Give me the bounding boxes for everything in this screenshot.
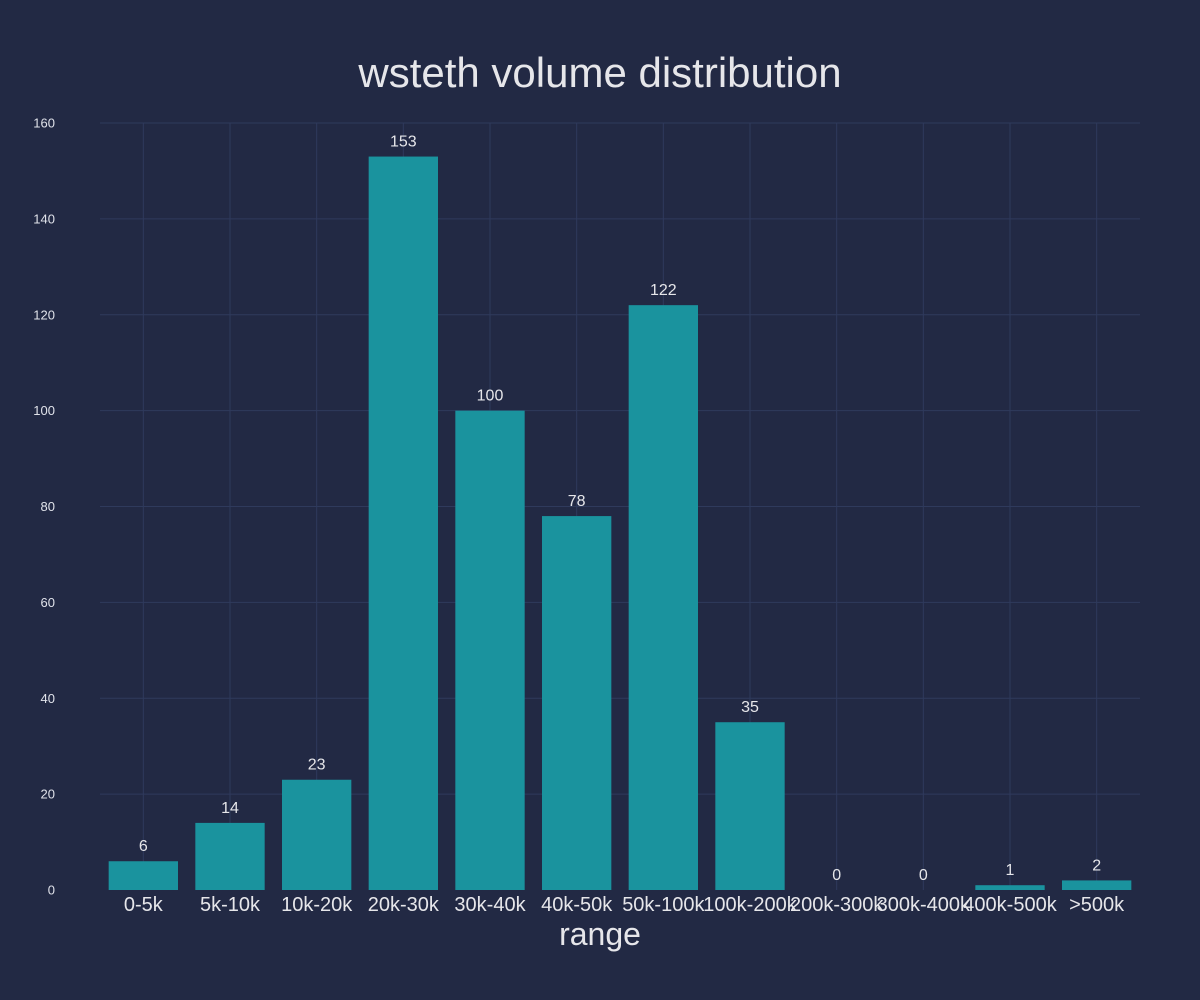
bar-value-label: 0 <box>832 867 841 884</box>
bar[interactable] <box>715 722 785 890</box>
bar[interactable] <box>975 885 1045 890</box>
x-tick-label: 100k-200k <box>703 894 797 916</box>
y-tick-label: 160 <box>33 116 55 131</box>
y-axis-ticks: 0 20 40 60 80 100 120 140 160 <box>33 116 55 898</box>
chart-title: wsteth volume distribution <box>357 49 841 96</box>
bar-value-label: 35 <box>741 699 759 716</box>
bar-value-label: 0 <box>919 867 928 884</box>
bar[interactable] <box>368 156 438 890</box>
x-tick-label: 200k-300k <box>790 894 884 916</box>
x-tick-label: 30k-40k <box>454 894 526 916</box>
x-tick-label: 300k-400k <box>877 894 971 916</box>
bar[interactable] <box>195 822 265 890</box>
y-tick-label: 60 <box>41 595 55 610</box>
y-tick-label: 140 <box>33 211 55 226</box>
x-axis-ticks: 0-5k 5k-10k 10k-20k 20k-30k 30k-40k 40k-50k 50… <box>124 894 1125 916</box>
bar[interactable] <box>628 305 698 891</box>
x-tick-label: 40k-50k <box>541 894 613 916</box>
y-tick-label: 20 <box>41 787 55 802</box>
bar-value-label: 6 <box>139 838 148 855</box>
x-tick-label: 400k-500k <box>963 894 1057 916</box>
x-tick-label: 50k-100k <box>622 894 705 916</box>
y-tick-label: 120 <box>33 307 55 322</box>
y-tick-label: 100 <box>33 403 55 418</box>
bar[interactable] <box>282 779 352 890</box>
x-tick-label: 20k-30k <box>368 894 440 916</box>
y-tick-label: 80 <box>41 499 55 514</box>
bar-value-label: 100 <box>477 388 504 405</box>
x-axis-label: range <box>559 916 641 952</box>
bar[interactable] <box>455 410 525 890</box>
x-tick-label: >500k <box>1069 894 1125 916</box>
bar-value-label: 153 <box>390 134 417 151</box>
data-labels: 6 14 23 153 100 78 122 35 0 0 1 2 <box>139 134 1101 884</box>
bars <box>108 156 1132 891</box>
bar-value-label: 23 <box>308 757 326 774</box>
bar[interactable] <box>108 861 178 890</box>
y-tick-label: 40 <box>41 691 55 706</box>
bar-value-label: 14 <box>221 800 239 817</box>
bar-value-label: 1 <box>1006 862 1015 879</box>
bar-value-label: 2 <box>1092 857 1101 874</box>
bar-value-label: 78 <box>568 493 586 510</box>
x-tick-label: 0-5k <box>124 894 164 916</box>
bar-value-label: 122 <box>650 282 677 299</box>
x-tick-label: 5k-10k <box>200 894 261 916</box>
bar[interactable] <box>1062 880 1132 890</box>
y-tick-label: 0 <box>48 883 55 898</box>
bar[interactable] <box>542 516 612 890</box>
x-tick-label: 10k-20k <box>281 894 353 916</box>
